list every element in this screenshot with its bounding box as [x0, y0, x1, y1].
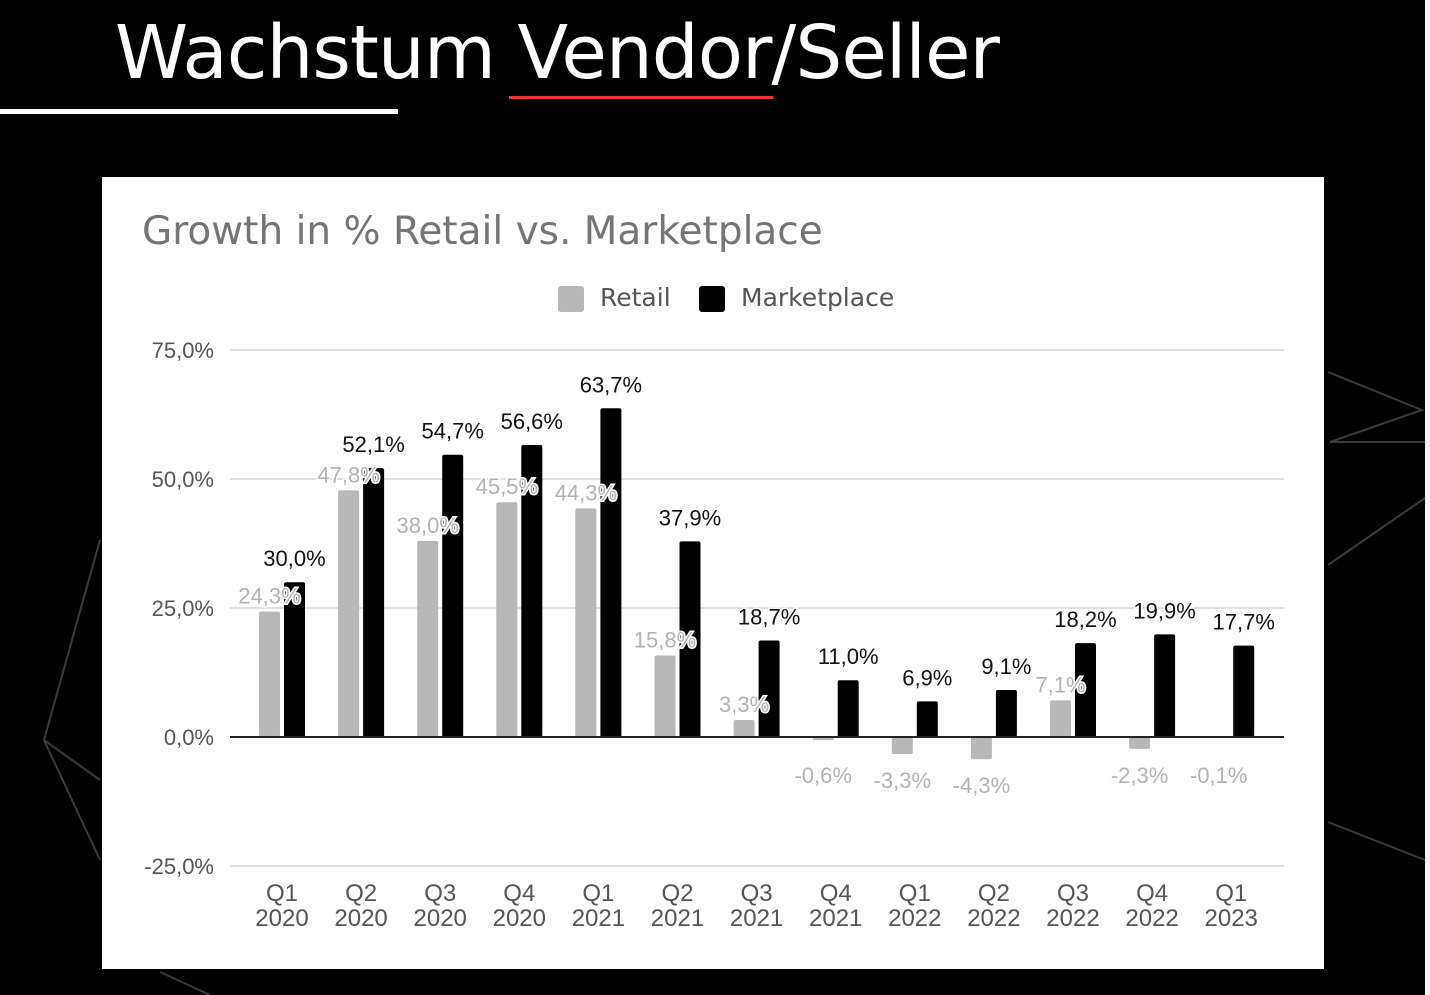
- data-label-marketplace: 18,7%: [738, 605, 800, 630]
- bar-retail: [338, 490, 360, 737]
- x-tick-label-year: 2022: [967, 905, 1020, 932]
- data-label-marketplace: 11,0%: [818, 644, 879, 669]
- y-tick-label: 50,0%: [152, 467, 214, 492]
- x-tick-label-year: 2022: [1125, 905, 1178, 932]
- bar-chart-plot: 75,0% 50,0% 25,0% 0,0% -25,0% 24,3% 30,0% 47,8%…: [144, 338, 1284, 932]
- data-label-marketplace: 54,7%: [422, 419, 484, 444]
- data-label-marketplace: 9,1%: [981, 654, 1031, 679]
- y-tick-label: 0,0%: [164, 725, 214, 750]
- data-label-marketplace: 37,9%: [659, 505, 721, 530]
- data-label-retail: -4,3%: [953, 773, 1010, 798]
- bar-marketplace: [1154, 634, 1176, 737]
- bar-retail: [891, 737, 913, 755]
- x-tick-label-year: 2020: [414, 905, 467, 932]
- bar-marketplace: [679, 541, 701, 737]
- bar-marketplace: [1233, 645, 1255, 737]
- data-label-retail: 44,3%: [555, 480, 617, 505]
- x-tick-label-year: 2022: [1046, 905, 1099, 932]
- x-tick-label-year: 2020: [255, 905, 308, 932]
- bar-marketplace: [1075, 643, 1096, 737]
- x-tick-label-quarter: Q1: [899, 880, 931, 907]
- x-tick-label-quarter: Q2: [978, 880, 1010, 907]
- x-tick-label-quarter: Q3: [1057, 880, 1089, 907]
- data-label-marketplace: 52,1%: [342, 432, 404, 457]
- bar-retail: [970, 737, 992, 760]
- x-tick-label-quarter: Q1: [1215, 880, 1247, 907]
- data-label-marketplace: 18,2%: [1054, 607, 1116, 632]
- bar-retail: [259, 611, 280, 737]
- data-label-retail: 38,0%: [397, 513, 459, 538]
- bar-marketplace: [442, 454, 464, 737]
- data-label-retail: 7,1%: [1035, 672, 1085, 697]
- data-label-retail: 47,8%: [317, 462, 379, 487]
- x-tick-label-year: 2021: [651, 905, 704, 932]
- data-label-marketplace: 63,7%: [580, 372, 642, 397]
- bar-marketplace: [995, 690, 1017, 737]
- bar-marketplace: [916, 701, 938, 737]
- data-label-marketplace: 30,0%: [263, 546, 325, 571]
- x-tick-label-quarter: Q1: [582, 880, 614, 907]
- slide-title: Wachstum Vendor/Seller: [115, 10, 1000, 96]
- data-label-marketplace: 19,9%: [1133, 598, 1195, 623]
- x-tick-label-quarter: Q3: [424, 880, 456, 907]
- title-accent-underline: [509, 96, 773, 99]
- data-label-retail: 15,8%: [634, 627, 696, 652]
- bar-marketplace: [600, 408, 622, 737]
- bar-marketplace: [363, 468, 385, 737]
- bar-retail: [496, 502, 518, 737]
- y-tick-label: 25,0%: [152, 596, 214, 621]
- data-label-marketplace: 56,6%: [501, 409, 563, 434]
- legend-label-marketplace: Marketplace: [741, 283, 895, 312]
- legend-swatch-marketplace: [699, 286, 725, 312]
- data-label-marketplace: 6,9%: [902, 665, 952, 690]
- bar-retail: [417, 540, 439, 737]
- data-label-retail: 24,3%: [238, 584, 300, 609]
- bar-marketplace: [521, 444, 543, 737]
- bar-marketplace: [284, 582, 305, 737]
- x-tick-label-year: 2021: [572, 905, 625, 932]
- x-tick-label-quarter: Q4: [503, 880, 535, 907]
- data-label-retail: 3,3%: [719, 692, 769, 717]
- bar-retail: [654, 655, 676, 737]
- bar-retail: [575, 508, 597, 737]
- y-tick-label: 75,0%: [152, 338, 214, 363]
- x-tick-label-year: 2023: [1205, 905, 1258, 932]
- x-tick-label-quarter: Q3: [741, 880, 773, 907]
- x-tick-label-quarter: Q4: [1136, 880, 1168, 907]
- bar-marketplace: [837, 680, 859, 737]
- legend-label-retail: Retail: [600, 283, 671, 312]
- x-tick-label-year: 2022: [888, 905, 941, 932]
- data-label-retail: -3,3%: [874, 768, 931, 793]
- chart-panel: Growth in % Retail vs. Marketplace Retai…: [102, 177, 1324, 969]
- legend-swatch-retail: [558, 286, 584, 312]
- bar-retail: [1050, 700, 1071, 737]
- x-tick-label-quarter: Q2: [661, 880, 693, 907]
- chart-title: Growth in % Retail vs. Marketplace: [142, 209, 823, 254]
- data-label-retail: -2,3%: [1111, 763, 1168, 788]
- x-tick-label-year: 2021: [730, 905, 783, 932]
- bar-retail: [1129, 737, 1151, 749]
- bar-marketplace: [758, 640, 780, 737]
- x-tick-label-quarter: Q2: [345, 880, 377, 907]
- x-tick-label-year: 2021: [809, 905, 862, 932]
- x-tick-label-year: 2020: [334, 905, 387, 932]
- y-tick-label: -25,0%: [144, 854, 214, 879]
- data-label-retail: 45,5%: [476, 474, 538, 499]
- x-tick-label-quarter: Q1: [266, 880, 298, 907]
- bar-retail: [733, 719, 755, 737]
- data-label-marketplace: 17,7%: [1213, 610, 1275, 635]
- data-label-retail: -0,1%: [1190, 763, 1247, 788]
- x-tick-label-year: 2020: [493, 905, 546, 932]
- data-label-retail: -0,6%: [794, 763, 851, 788]
- title-underline: [0, 109, 398, 114]
- window-edge: [1425, 0, 1430, 995]
- x-tick-label-quarter: Q4: [820, 880, 852, 907]
